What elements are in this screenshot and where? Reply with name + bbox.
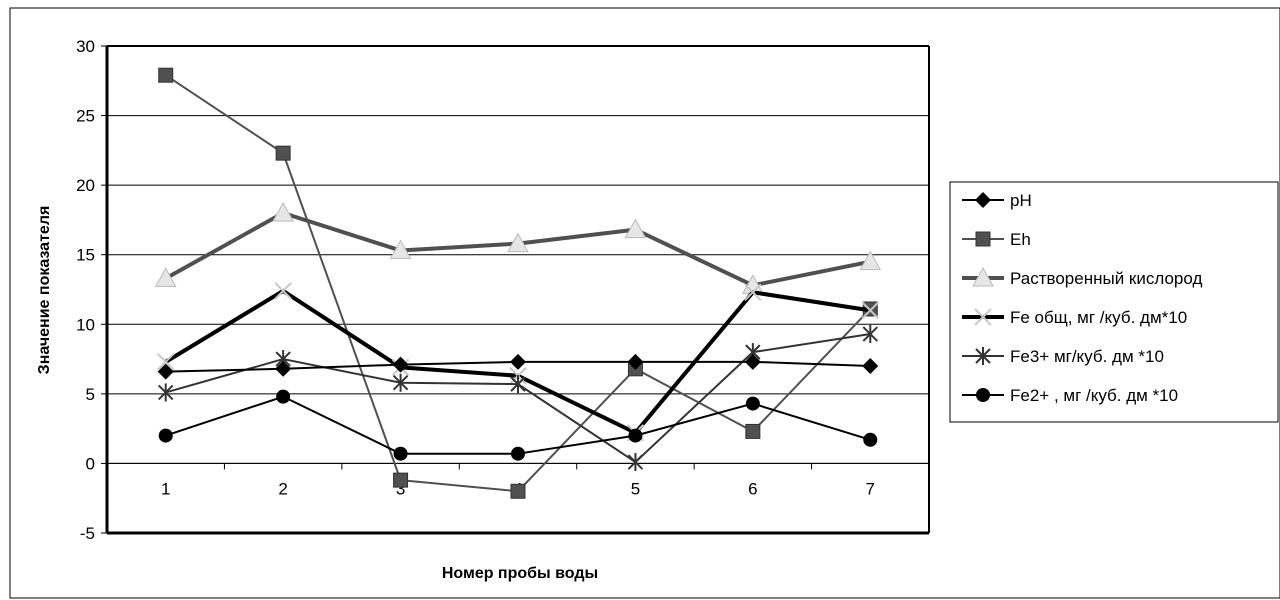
- legend-item: Fe общ, мг /куб. дм*10: [962, 308, 1187, 327]
- axes: [101, 45, 930, 535]
- marker-star: [975, 347, 991, 365]
- legend-label: Eh: [1010, 230, 1031, 249]
- legend-label: Fe3+ мг/куб. дм *10: [1010, 347, 1164, 366]
- x-tick-label: 2: [278, 479, 287, 498]
- marker-circle: [393, 446, 408, 461]
- marker-x: [744, 283, 762, 301]
- marker-square: [393, 472, 409, 488]
- marker-x: [861, 301, 879, 320]
- marker-x: [974, 308, 992, 326]
- marker-triangle: [507, 232, 529, 253]
- legend-item: Fe3+ мг/куб. дм *10: [962, 347, 1164, 366]
- marker-diamond: [975, 192, 991, 208]
- legend-item: Eh: [962, 230, 1031, 249]
- marker-x: [157, 353, 175, 371]
- legend-item: Растворенный кислород: [962, 266, 1202, 288]
- legend-box: [949, 181, 1279, 423]
- marker-circle: [976, 388, 990, 402]
- y-tick-label: -5: [80, 524, 95, 543]
- marker-diamond: [510, 353, 526, 370]
- marker-diamond: [157, 363, 174, 380]
- y-axis-label: Значение показателя: [36, 206, 53, 375]
- marker-diamond: [862, 358, 879, 375]
- marker-circle: [745, 396, 760, 411]
- marker-triangle: [624, 218, 647, 239]
- x-tick-label: 7: [866, 479, 875, 498]
- x-tick-label: 6: [748, 479, 757, 498]
- marker-star: [862, 325, 878, 344]
- marker-diamond: [744, 353, 761, 370]
- marker-triangle: [972, 266, 994, 287]
- series-5: [158, 389, 878, 461]
- marker-circle: [628, 428, 643, 443]
- marker-square: [975, 231, 991, 247]
- y-tick-labels: -5 0 5 10 15 20 25 30: [76, 37, 95, 543]
- marker-circle: [276, 389, 291, 404]
- marker-square: [275, 145, 291, 161]
- x-axis-label: Номер пробы воды: [442, 565, 598, 582]
- series-0: [157, 353, 879, 380]
- marker-x: [274, 282, 292, 300]
- marker-star: [392, 373, 409, 392]
- y-tick-label: 30: [76, 37, 95, 56]
- series-group: [154, 67, 882, 499]
- marker-star: [510, 375, 526, 394]
- marker-circle: [511, 446, 525, 461]
- legend-label: Fe2+ , мг /куб. дм *10: [1010, 386, 1178, 405]
- y-tick-label: 0: [86, 454, 95, 473]
- series-4: [158, 325, 878, 472]
- marker-triangle: [859, 250, 882, 271]
- marker-diamond: [627, 353, 644, 370]
- legend-item: Fe2+ , мг /куб. дм *10: [962, 386, 1178, 405]
- x-tick-label: 3: [396, 479, 405, 498]
- x-tick-label: 1: [161, 479, 170, 498]
- marker-circle: [863, 432, 878, 447]
- y-tick-label: 25: [76, 107, 95, 126]
- legend-label: Растворенный кислород: [1010, 269, 1202, 288]
- legend-item: pH: [962, 191, 1032, 210]
- marker-star: [627, 453, 644, 472]
- marker-triangle: [154, 267, 177, 287]
- legend-label: Fe общ, мг /куб. дм*10: [1010, 308, 1187, 327]
- legend-label: pH: [1010, 191, 1032, 210]
- marker-triangle: [389, 239, 412, 260]
- marker-star: [158, 383, 174, 402]
- y-tick-label: 5: [86, 385, 95, 404]
- marker-circle: [158, 428, 173, 443]
- marker-diamond: [275, 360, 292, 377]
- y-tick-label: 15: [76, 246, 95, 265]
- marker-square: [158, 67, 174, 83]
- marker-triangle: [272, 201, 294, 222]
- y-tick-label: 10: [76, 315, 95, 334]
- marker-diamond: [392, 356, 409, 373]
- marker-square: [510, 483, 526, 499]
- legend: pH Eh Растворенный кислород Fe общ, мг /куб…: [949, 181, 1279, 423]
- y-tick-label: 20: [76, 176, 95, 195]
- marker-square: [745, 423, 761, 439]
- x-tick-label: 5: [631, 479, 640, 498]
- series-2: [154, 201, 882, 294]
